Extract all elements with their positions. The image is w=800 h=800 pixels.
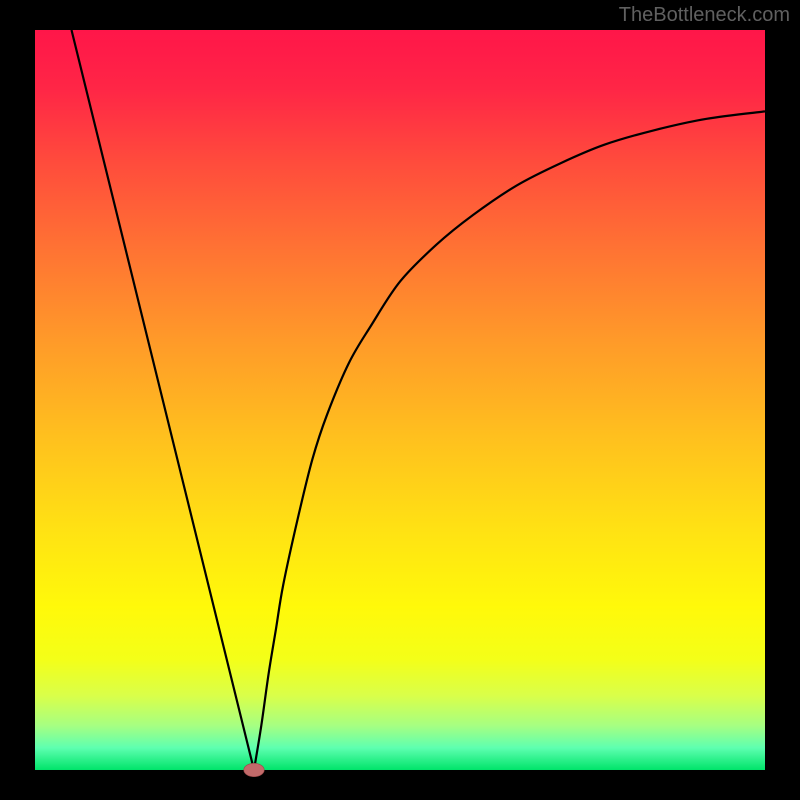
watermark-label: TheBottleneck.com	[619, 4, 790, 27]
chart-frame: TheBottleneck.com	[0, 0, 800, 800]
bottleneck-curve-plot	[0, 0, 800, 800]
